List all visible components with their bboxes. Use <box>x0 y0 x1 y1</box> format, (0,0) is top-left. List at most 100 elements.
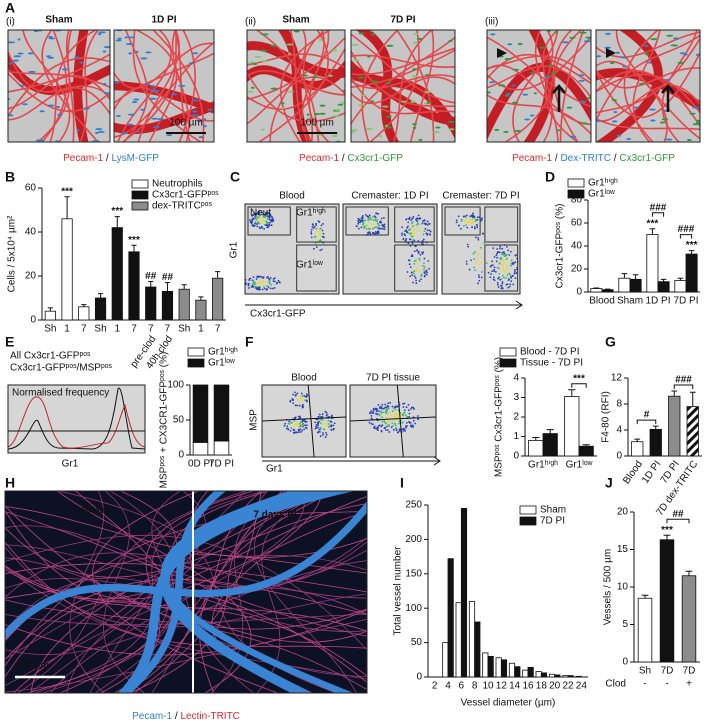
event <box>301 406 304 409</box>
event <box>477 274 480 277</box>
event <box>252 213 255 216</box>
cell <box>413 32 420 35</box>
panel-numeral: (iii) <box>485 17 498 28</box>
event <box>472 220 475 223</box>
cell <box>370 33 377 36</box>
capillary <box>152 30 205 142</box>
event <box>466 226 469 229</box>
bar <box>564 396 580 457</box>
event <box>477 236 480 239</box>
cell <box>47 56 55 59</box>
panel-letter: J <box>605 475 613 491</box>
capillary <box>247 46 345 111</box>
y-axis-label: MSP <box>249 409 260 431</box>
event <box>383 426 386 429</box>
event <box>417 418 420 421</box>
event <box>426 232 429 235</box>
event <box>473 266 475 269</box>
event <box>314 427 317 430</box>
event <box>260 219 263 222</box>
panel-letter: I <box>400 475 404 491</box>
capillary <box>8 87 110 121</box>
event <box>372 412 375 414</box>
event <box>326 424 329 426</box>
event <box>376 413 379 416</box>
event <box>416 261 419 264</box>
event <box>370 422 373 425</box>
event <box>408 412 411 415</box>
event <box>269 276 272 279</box>
event <box>499 245 502 248</box>
legend-label: Cx3cr1-GFPᵖᵒˢ <box>152 190 219 201</box>
event <box>386 413 389 416</box>
event <box>301 429 304 432</box>
error-bar <box>604 288 611 290</box>
event <box>369 232 371 234</box>
cell <box>149 89 156 92</box>
event <box>395 427 398 430</box>
event <box>468 218 470 221</box>
cell <box>128 52 132 55</box>
vessel <box>73 30 89 142</box>
image-border <box>441 203 521 295</box>
event <box>415 282 418 285</box>
cell <box>157 118 165 121</box>
error-bar <box>81 304 87 307</box>
event <box>262 276 265 279</box>
cell <box>151 117 158 120</box>
x-tick-label: 2 <box>432 681 438 692</box>
event <box>507 271 509 273</box>
capillary <box>5 534 367 651</box>
cell <box>648 108 656 111</box>
bar <box>578 445 594 457</box>
event <box>283 424 286 427</box>
cell <box>351 129 358 132</box>
event <box>298 404 301 407</box>
capillary <box>25 491 271 693</box>
bar <box>161 290 174 321</box>
event <box>296 421 299 423</box>
event <box>365 228 368 230</box>
caption: Pecam-1 / Lectin-TRITC <box>132 711 240 722</box>
event <box>295 393 297 396</box>
event <box>410 232 413 235</box>
event <box>397 413 400 416</box>
event <box>500 287 503 290</box>
quadrant <box>350 416 436 422</box>
cell <box>8 41 16 44</box>
event <box>474 227 476 230</box>
cell <box>94 131 99 134</box>
event <box>412 232 414 235</box>
cell <box>312 76 318 79</box>
image <box>8 30 110 142</box>
event <box>383 223 386 226</box>
event <box>257 218 260 221</box>
event <box>394 408 397 411</box>
cell <box>400 100 408 103</box>
cell <box>487 91 491 94</box>
event <box>496 266 499 269</box>
image <box>343 204 437 294</box>
error-bar <box>47 307 53 312</box>
gate <box>394 244 435 292</box>
event <box>287 428 290 431</box>
cell <box>270 44 278 47</box>
bar <box>195 299 207 321</box>
event <box>367 218 370 221</box>
event <box>368 228 371 231</box>
event <box>297 428 300 431</box>
y-tick-label: 200 <box>405 534 422 545</box>
quadrant <box>262 416 346 422</box>
event <box>303 395 306 397</box>
event <box>310 232 313 235</box>
capillary <box>409 30 435 142</box>
cell <box>611 99 617 102</box>
event <box>317 430 320 433</box>
event <box>480 261 483 264</box>
event <box>303 420 306 422</box>
cell <box>170 93 178 96</box>
gate <box>296 206 337 243</box>
error-bar <box>568 389 576 397</box>
event <box>474 220 477 222</box>
legend-swatch <box>519 516 537 526</box>
